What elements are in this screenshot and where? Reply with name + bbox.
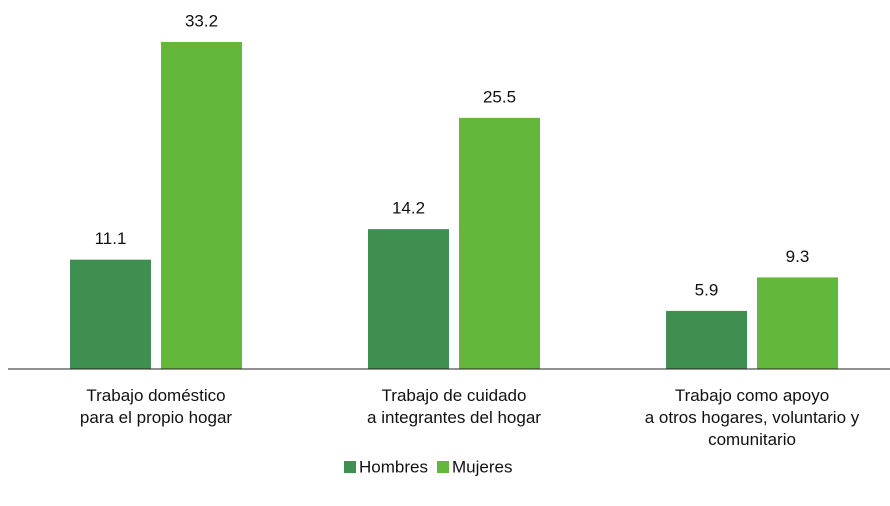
bar	[666, 310, 747, 369]
value-label: 14.2	[392, 199, 425, 218]
category-label: Trabajo de cuidado a integrantes del hog…	[367, 386, 541, 427]
bar	[757, 277, 838, 369]
bar	[368, 229, 449, 369]
bar	[161, 42, 242, 369]
value-label: 33.2	[185, 11, 218, 30]
legend-label: Hombres	[359, 457, 428, 476]
category-label: Trabajo como apoyo a otros hogares, volu…	[644, 386, 860, 449]
legend-swatch	[344, 461, 356, 473]
value-label: 25.5	[483, 87, 516, 106]
value-label: 11.1	[95, 229, 127, 248]
bar	[70, 259, 151, 369]
value-label: 9.3	[786, 247, 810, 266]
value-label: 5.9	[695, 280, 719, 299]
bar	[459, 117, 540, 369]
legend-label: Mujeres	[452, 457, 512, 476]
legend-swatch	[437, 461, 449, 473]
category-label: Trabajo doméstico para el propio hogar	[79, 386, 233, 427]
